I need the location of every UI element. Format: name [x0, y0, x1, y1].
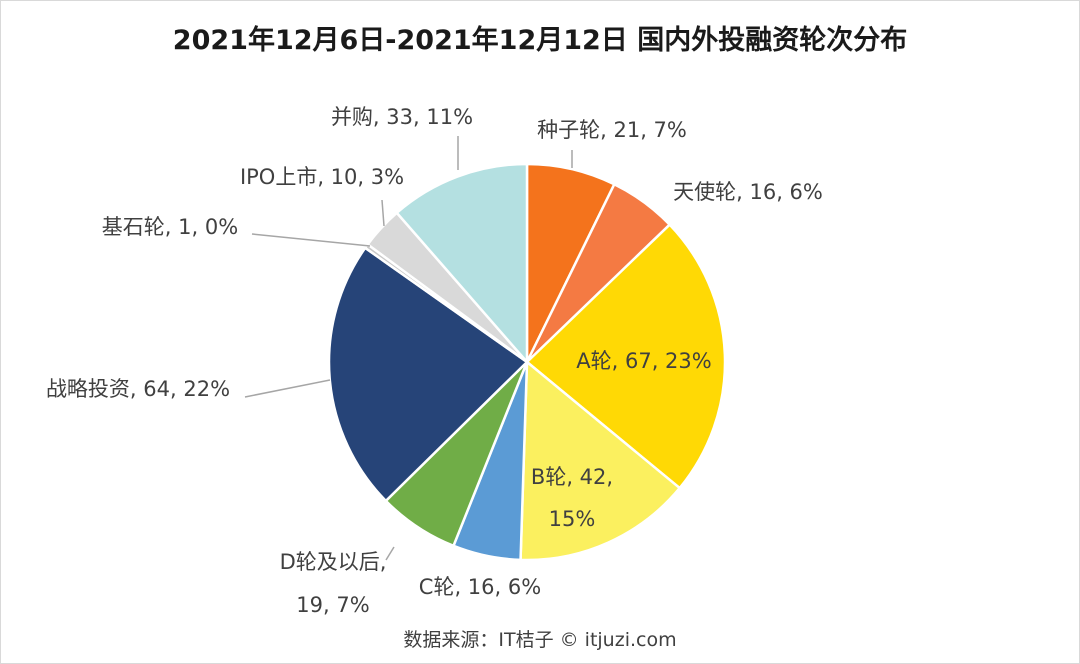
leader-line-6	[385, 546, 395, 561]
slice-label-6-line1: D轮及以后,	[280, 550, 387, 574]
leader-line-8	[251, 233, 371, 247]
slice-label-10: 并购, 33, 11%	[331, 105, 473, 129]
pie-slice-4	[519, 359, 682, 562]
slice-label-3: A轮, 67, 23%	[576, 349, 711, 373]
slice-label-5: C轮, 16, 6%	[419, 575, 541, 599]
slice-label-9: IPO上市, 10, 3%	[240, 165, 404, 189]
slice-label-6-line2: 19, 7%	[296, 593, 369, 617]
slice-label-8: 基石轮, 1, 0%	[102, 215, 238, 239]
chart-title: 2021年12月6日-2021年12月12日 国内外投融资轮次分布	[172, 25, 908, 56]
leader-line-7	[244, 379, 331, 398]
leader-line-9	[381, 199, 385, 227]
pie-slice-7	[327, 246, 529, 503]
slice-label-2: 天使轮, 16, 6%	[673, 180, 823, 204]
pie-slice-10	[395, 162, 529, 366]
pie-slice-3	[525, 222, 727, 490]
slice-label-1: 种子轮, 21, 7%	[537, 118, 687, 142]
slice-label-7: 战略投资, 64, 22%	[46, 377, 230, 401]
slice-label-4-line2: 15%	[549, 507, 596, 531]
slice-label-4-line1: B轮, 42,	[531, 465, 613, 489]
source-note: 数据来源：IT桔子 © itjuzi.com	[403, 629, 677, 651]
